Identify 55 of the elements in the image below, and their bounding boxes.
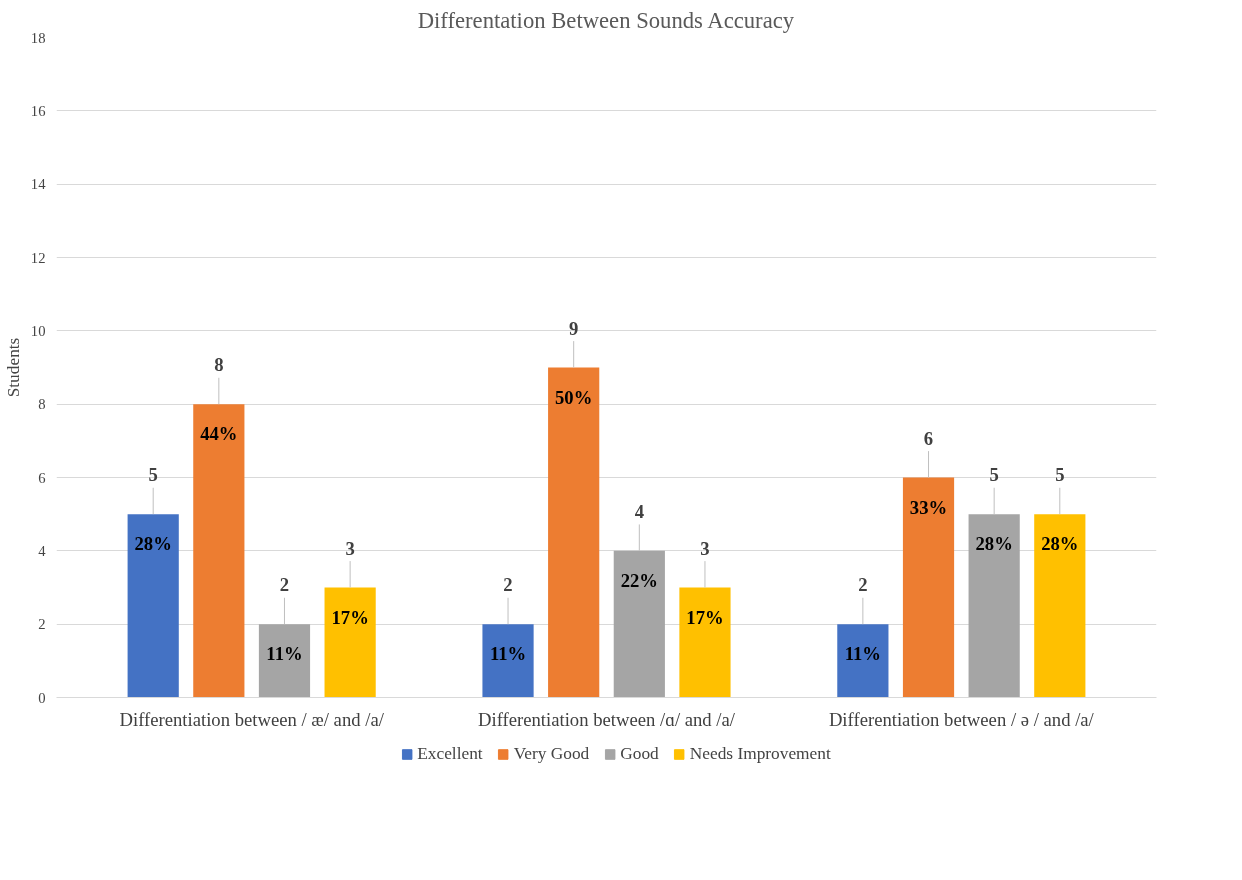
legend-label: Excellent xyxy=(417,744,483,764)
data-label: 2 xyxy=(503,574,513,596)
y-tick-label: 12 xyxy=(30,249,46,266)
data-label: 8 xyxy=(214,354,224,376)
y-tick-label: 14 xyxy=(30,176,47,193)
y-tick-label: 18 xyxy=(30,29,46,46)
x-tick-label: Differentiation between / ə / and /a/ xyxy=(828,708,1095,730)
data-label: 5 xyxy=(989,464,999,486)
legend-label: Needs Improvement xyxy=(689,744,831,764)
annotation: 28% xyxy=(134,533,172,555)
data-label: 5 xyxy=(148,464,158,486)
data-label: 2 xyxy=(858,574,868,596)
y-tick-label: 6 xyxy=(38,469,46,486)
data-label: 5 xyxy=(1055,464,1065,486)
data-label: 6 xyxy=(923,427,934,449)
chart-title: Differentation Between Sounds Accuracy xyxy=(417,7,795,33)
bar xyxy=(324,587,376,698)
x-tick-label: Differentiation between /ɑ/ and /a/ xyxy=(477,708,736,730)
annotation: 11% xyxy=(489,643,527,665)
bar xyxy=(837,624,889,698)
data-label: 3 xyxy=(700,537,710,559)
y-axis-title: Students xyxy=(3,337,23,398)
data-label: 4 xyxy=(634,500,644,522)
annotation: 44% xyxy=(200,423,238,445)
bar xyxy=(482,624,534,698)
bar xyxy=(968,514,1020,698)
x-tick-label: Differentiation between / æ/ and /a/ xyxy=(119,708,385,730)
bar xyxy=(258,624,311,698)
y-tick-label: 0 xyxy=(38,689,46,706)
bar xyxy=(902,477,955,698)
annotation: 11% xyxy=(844,643,882,665)
data-label: 2 xyxy=(279,574,290,596)
y-tick-label: 8 xyxy=(38,396,46,413)
data-label: 3 xyxy=(345,537,355,559)
bar xyxy=(1034,514,1086,698)
bar xyxy=(613,550,665,698)
legend-label: Very Good xyxy=(513,744,590,764)
y-tick-label: 10 xyxy=(30,322,46,339)
y-tick-label: 2 xyxy=(38,616,46,633)
annotation: 28% xyxy=(1041,533,1079,555)
annotation: 22% xyxy=(620,570,658,592)
annotation: 28% xyxy=(975,533,1013,555)
data-label: 9 xyxy=(569,317,579,339)
legend-label: Good xyxy=(620,744,659,764)
annotation: 50% xyxy=(555,386,593,408)
bar xyxy=(679,587,731,698)
bar xyxy=(127,514,179,698)
bar xyxy=(193,404,245,698)
annotation: 17% xyxy=(331,606,369,628)
bar xyxy=(548,367,600,698)
annotation: 17% xyxy=(686,606,724,628)
y-tick-label: 4 xyxy=(38,542,47,559)
y-tick-label: 16 xyxy=(30,102,46,119)
annotation: 33% xyxy=(909,496,948,518)
annotation: 11% xyxy=(266,643,303,665)
